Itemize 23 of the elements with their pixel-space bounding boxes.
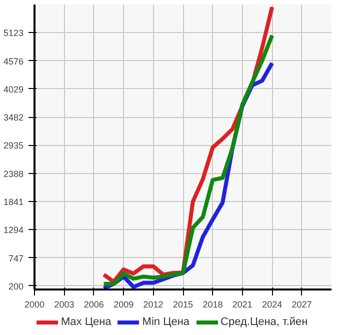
y-tick-label: 2388	[3, 168, 24, 179]
x-tick-label: 2006	[84, 300, 104, 310]
legend-label: Min Цена	[142, 316, 190, 328]
y-tick-label: 4576	[3, 56, 24, 66]
y-tick-label: 5123	[3, 28, 24, 38]
x-tick-label: 2003	[54, 300, 74, 310]
x-tick-label: 2027	[292, 300, 312, 310]
x-tick-label: 2015	[172, 300, 194, 310]
legend-label: Сред.Цена, т.йен	[220, 316, 308, 328]
y-tick-label: 2935	[3, 140, 24, 151]
x-tick-label: 2009	[114, 300, 134, 310]
x-tick-label: 2012	[143, 300, 164, 310]
y-tick-label: 200	[8, 281, 24, 292]
y-tick-label: 1294	[3, 225, 24, 236]
x-tick-label: 2021	[232, 300, 252, 310]
x-tick-label: 2024	[262, 300, 282, 310]
y-tick-label: 747	[8, 253, 24, 264]
y-tick-label: 4029	[3, 84, 24, 94]
y-tick-label: 1841	[3, 196, 24, 207]
x-tick-label: 2000	[24, 300, 45, 310]
legend-label: Max Цена	[61, 316, 112, 328]
x-tick-label: 2018	[202, 300, 223, 310]
y-tick-label: 3482	[3, 112, 24, 123]
